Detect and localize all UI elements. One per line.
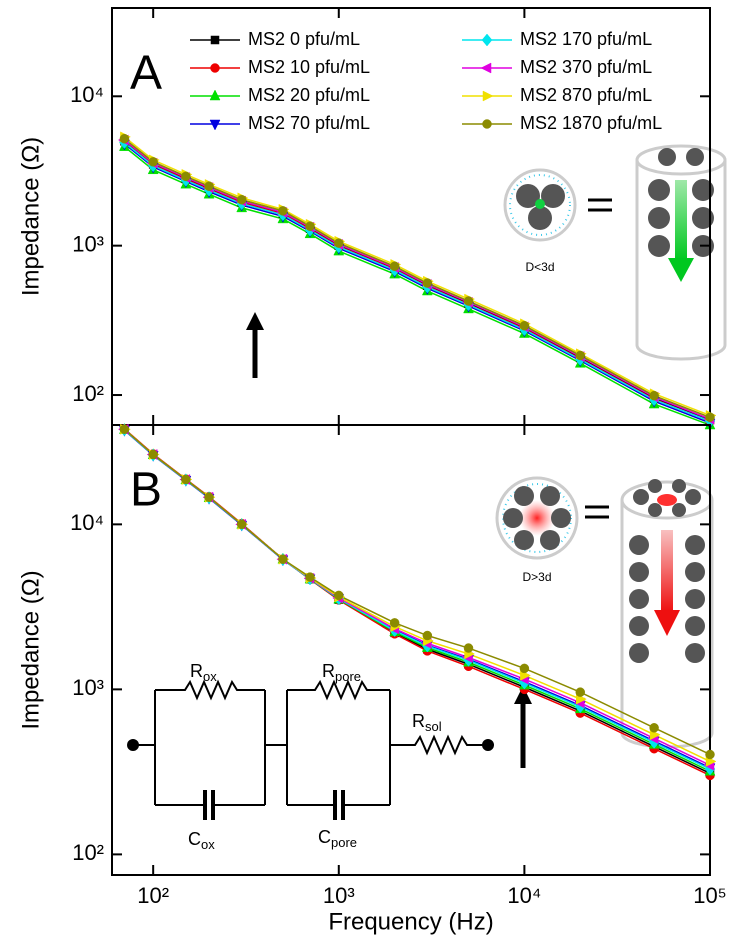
marker	[181, 474, 191, 485]
circuit	[127, 679, 494, 820]
marker	[334, 590, 344, 601]
marker	[181, 171, 191, 182]
marker	[148, 449, 158, 460]
legend-label: MS2 870 pfu/mL	[520, 85, 652, 105]
marker	[236, 519, 247, 530]
arrow-a	[246, 312, 264, 378]
circuit-subscript: sol	[425, 719, 442, 734]
arrow-b	[514, 686, 532, 768]
marker	[705, 412, 715, 422]
inset-label: D<3d	[525, 260, 554, 274]
x-axis-label: Frequency (Hz)	[328, 908, 493, 935]
marker	[575, 687, 586, 697]
y-tick-label: 10⁴	[70, 510, 104, 535]
circuit-subscript: ox	[203, 669, 217, 684]
circuit-symbol: C	[318, 827, 331, 847]
y-axis-label: Impedance (Ω)	[17, 570, 44, 729]
legend-label: MS2 170 pfu/mL	[520, 29, 652, 49]
marker	[210, 35, 220, 45]
marker	[519, 320, 530, 331]
inset-label: D>3d	[522, 570, 551, 584]
marker	[278, 554, 288, 564]
marker	[463, 296, 474, 306]
y-tick-label: 10²	[72, 840, 104, 865]
marker	[236, 194, 247, 205]
marker	[210, 63, 220, 73]
marker	[204, 492, 214, 502]
panel-label: A	[130, 47, 162, 100]
marker	[278, 206, 288, 216]
y-tick-label: 10³	[72, 675, 104, 700]
series-line	[123, 138, 710, 418]
marker	[705, 749, 715, 760]
marker	[649, 390, 659, 401]
marker	[119, 133, 130, 144]
marker	[334, 238, 344, 248]
x-tick-label: 10³	[323, 883, 355, 908]
circuit-label: Rox	[190, 661, 217, 685]
marker	[305, 572, 315, 582]
y-tick-label: 10⁴	[70, 82, 104, 107]
series-group	[123, 136, 710, 425]
legend-label: MS2 70 pfu/mL	[248, 113, 370, 133]
circuit-subscript: pore	[331, 835, 357, 850]
circuit-subscript: pore	[335, 669, 361, 684]
y-tick-label: 10²	[72, 381, 104, 406]
circuit-subscript: ox	[201, 837, 215, 852]
plot-frame	[111, 424, 711, 876]
marker	[389, 618, 400, 628]
marker	[463, 643, 474, 653]
marker	[422, 630, 433, 641]
legend-label: MS2 0 pfu/mL	[248, 29, 360, 49]
marker	[480, 62, 492, 74]
legend-label: MS2 370 pfu/mL	[520, 57, 652, 77]
circuit-label: Rpore	[322, 661, 361, 685]
panel-label: B	[130, 464, 162, 517]
x-tick-label: 10⁵	[693, 883, 727, 908]
legend-label: MS2 20 pfu/mL	[248, 85, 370, 105]
series-line	[123, 136, 710, 417]
inset-b	[495, 476, 714, 749]
x-tick-label: 10⁴	[507, 883, 541, 908]
marker	[481, 33, 493, 47]
circuit-symbol: R	[190, 661, 203, 681]
marker	[482, 90, 494, 102]
circuit-label: Cox	[188, 829, 215, 853]
legend-label: MS2 1870 pfu/mL	[520, 113, 662, 133]
marker	[204, 181, 214, 191]
marker	[148, 157, 158, 167]
marker	[305, 221, 315, 231]
y-tick-label: 10³	[72, 231, 104, 256]
marker	[119, 424, 130, 434]
marker	[482, 119, 492, 129]
legend-label: MS2 10 pfu/mL	[248, 57, 370, 77]
circuit-label: Rsol	[412, 711, 442, 735]
marker	[209, 119, 221, 131]
marker	[575, 350, 586, 361]
y-axis-label: Impedance (Ω)	[17, 137, 44, 296]
inset-a	[503, 144, 727, 361]
x-tick-label: 10²	[137, 883, 169, 908]
circuit-symbol: R	[322, 661, 335, 681]
marker	[519, 663, 530, 674]
circuit-label: Cpore	[318, 827, 357, 851]
circuit-symbol: R	[412, 711, 425, 731]
marker	[389, 261, 400, 272]
marker	[422, 278, 433, 288]
circuit-symbol: C	[188, 829, 201, 849]
marker	[649, 723, 659, 733]
marker	[209, 89, 221, 101]
